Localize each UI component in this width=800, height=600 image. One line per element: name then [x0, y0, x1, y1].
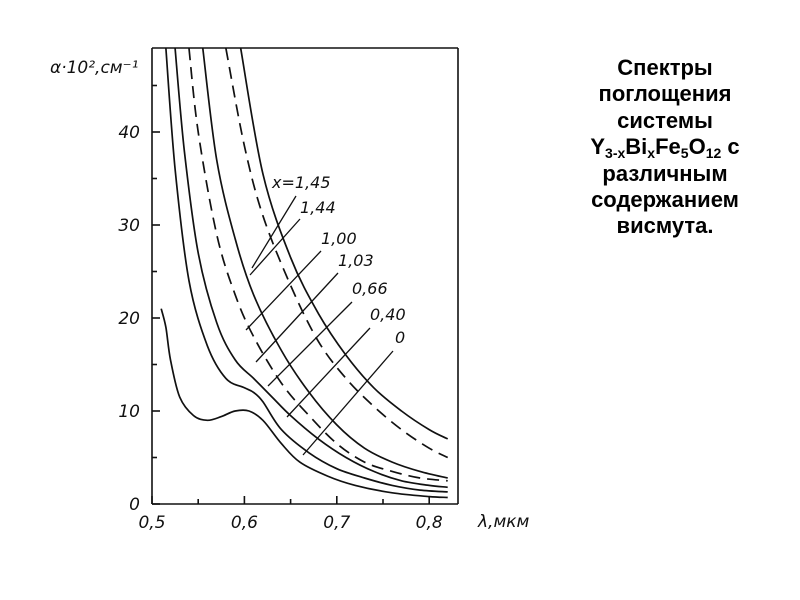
series-label: 1,00 — [321, 229, 357, 248]
series-label: 0,40 — [370, 305, 406, 324]
caption-line: поглощения — [598, 81, 732, 107]
series-label: 1,44 — [300, 198, 336, 217]
x-tick-label: 0,6 — [231, 513, 258, 533]
chart-axes — [151, 47, 459, 505]
series-label: x=1,45 — [271, 173, 331, 192]
caption-formula: Y3-xBixFe5O12 с — [590, 134, 740, 162]
y-tick-label: 0 — [129, 495, 140, 515]
y-tick-label: 40 — [118, 123, 140, 143]
series-label: 1,03 — [338, 251, 374, 270]
series-leader-line — [249, 218, 301, 276]
series-leader-line — [286, 327, 371, 418]
curves — [160, 48, 449, 499]
caption-line: висмута. — [616, 213, 714, 239]
x-tick-label: 0,5 — [138, 513, 165, 533]
caption-line: содержанием — [591, 186, 739, 212]
caption-line: Спектры — [617, 55, 713, 80]
series-line — [188, 48, 448, 482]
series-label: 0 — [395, 328, 405, 347]
series-line — [174, 48, 448, 489]
series-leader-line — [255, 272, 339, 363]
series-line — [160, 308, 448, 499]
x-tick-label: 0,8 — [416, 513, 443, 533]
caption-line: различным — [602, 160, 728, 186]
y-tick-label: 30 — [118, 216, 140, 236]
slide-caption: Спектры поглощения системы Y3-xBixFe5O12… — [540, 55, 790, 240]
series-label: 0,66 — [352, 279, 388, 298]
x-tick-label: 0,7 — [323, 513, 350, 533]
curve-labels: x=1,45 1,44 1,00 1,03 0,66 0,40 0 — [245, 173, 406, 456]
y-axis-title: α·10²,см⁻¹ — [50, 58, 138, 78]
series-line — [165, 48, 448, 493]
y-tick-label: 10 — [118, 402, 140, 422]
y-axis-ticks: 0 10 20 30 40 — [118, 84, 160, 515]
series-line — [225, 48, 449, 459]
series-leader-line — [302, 350, 394, 456]
x-axis-title: λ,мкм — [477, 512, 530, 532]
x-axis-ticks: 0,5 0,6 0,7 0,8 — [138, 496, 443, 533]
series-leader-line — [251, 195, 297, 269]
y-tick-label: 20 — [118, 309, 140, 329]
series-line — [201, 48, 448, 479]
series-leader-line — [267, 301, 353, 387]
series-leader-line — [245, 250, 322, 331]
series-line — [239, 48, 449, 440]
caption-line: системы — [617, 107, 713, 133]
